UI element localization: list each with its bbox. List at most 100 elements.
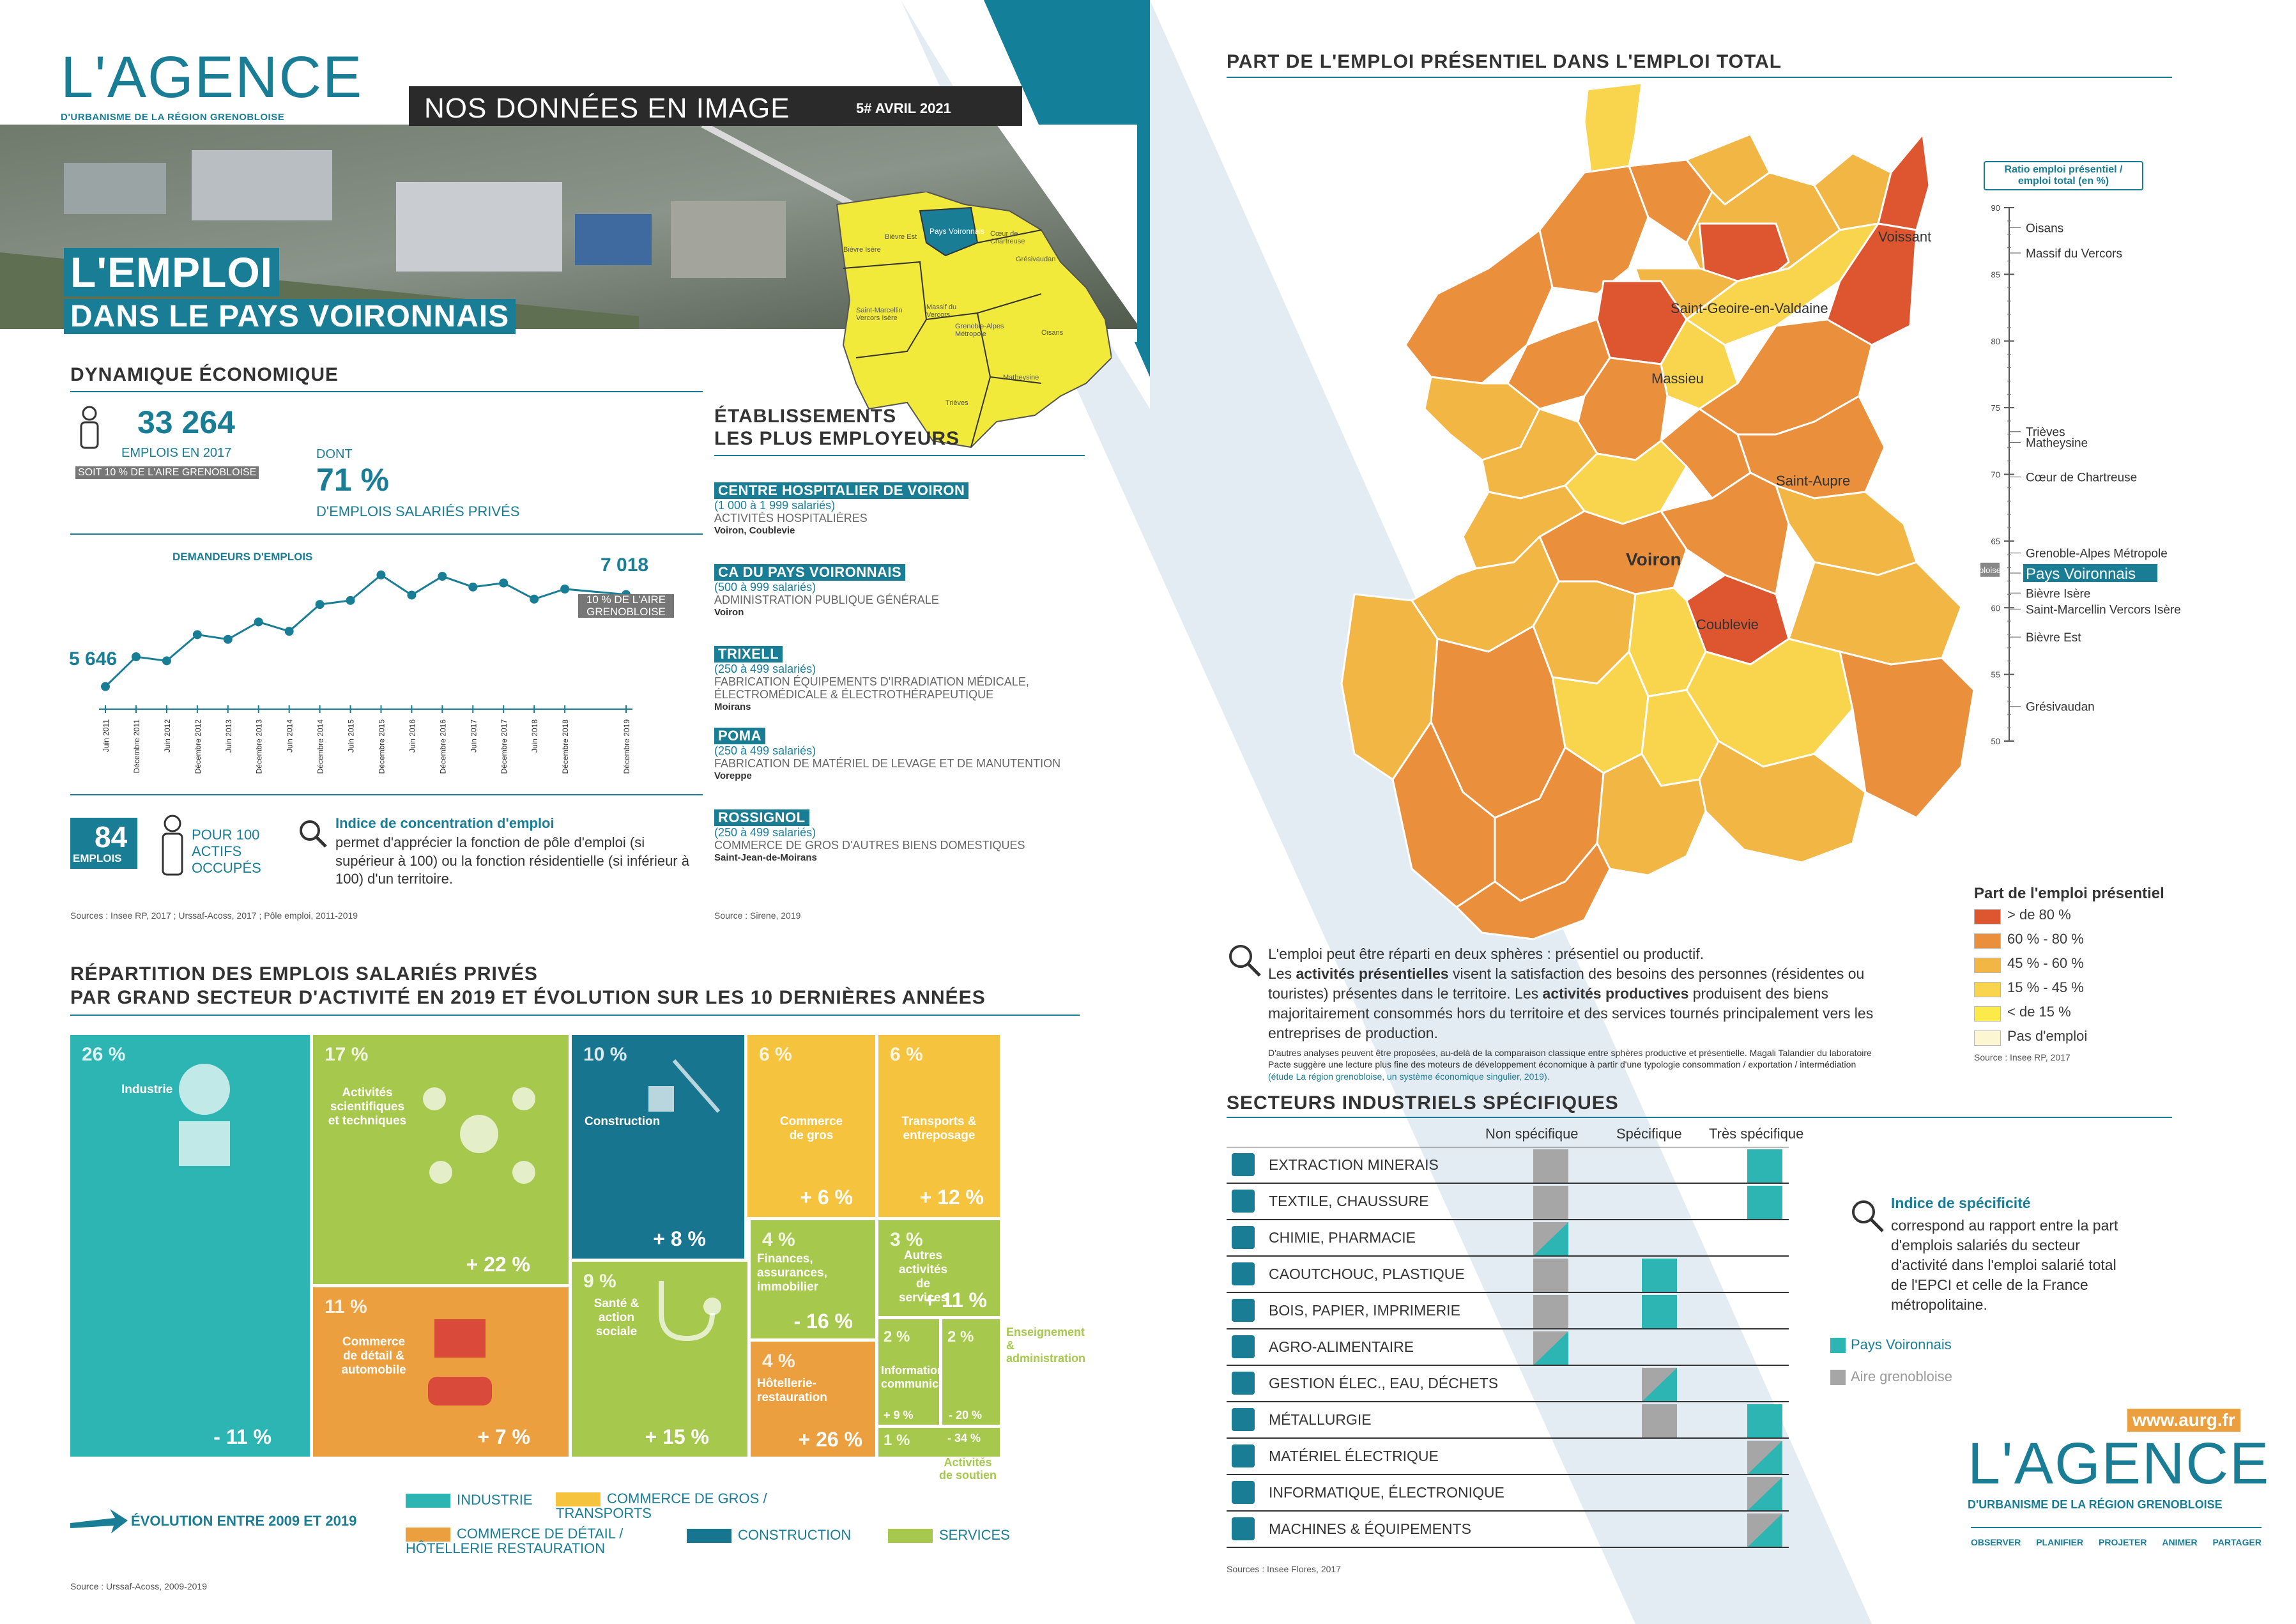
etab-name: TRIXELL: [714, 646, 783, 663]
footer-nav: OBSERVER PLANIFIER PROJETER ANIMER PARTA…: [1971, 1527, 2262, 1547]
entry-label: Grenoble-Alpes Métropole: [2026, 548, 2168, 561]
pv-marker: [1533, 1331, 1568, 1365]
inset-label-bievre-isere: Bièvre Isère: [843, 246, 881, 254]
inset-label-gresivaudan: Grésivaudan: [1016, 256, 1056, 263]
logo-word: L'AGENCE: [1968, 1431, 2270, 1496]
legend-industrie: INDUSTRIE: [406, 1492, 533, 1508]
x-tick-label: Juin 2018: [530, 719, 539, 753]
emplois-value: 33 264: [137, 404, 235, 440]
specificite-text: correspond au rapport entre la part d'em…: [1891, 1217, 2118, 1314]
aire-marker: [1642, 1404, 1677, 1438]
map-text: L'emploi peut être réparti en deux sphèr…: [1268, 946, 1874, 1082]
x-tick-label: Décembre 2015: [377, 719, 386, 774]
magnifier-icon: [300, 820, 327, 848]
x-tick-label: Décembre 2019: [622, 719, 631, 774]
basket-car-icon: [428, 1319, 492, 1406]
pv-marker: [1642, 1259, 1677, 1292]
magnifier-icon: [1852, 1200, 1884, 1232]
sector-label: INFORMATIQUE, ÉLECTRONIQUE: [1269, 1484, 1504, 1501]
nav-partager[interactable]: PARTAGER: [2212, 1537, 2262, 1547]
inset-label-matheysine: Matheysine: [1003, 374, 1039, 381]
data-point: [192, 630, 202, 640]
sector-label: GESTION ÉLEC., EAU, DÉCHETS: [1269, 1375, 1498, 1391]
axis-tick-label: 80: [1991, 337, 2000, 346]
etab-size: (250 à 499 salariés): [714, 826, 816, 839]
legend-item: 60 % - 80 %: [1974, 931, 2166, 955]
entry-label: Trièves: [2026, 426, 2065, 440]
x-tick-label: Décembre 2017: [500, 719, 509, 774]
secteurs-col-spe: Spécifique: [1616, 1126, 1682, 1142]
etab-town: Voiron, Coublevie: [714, 525, 795, 536]
treemap-commerce-detail: 11 % Commerce de détail & automobile + 7…: [313, 1287, 569, 1457]
x-tick-label: Juin 2011: [102, 719, 111, 752]
map-legend-title: Part de l'emploi présentiel: [1974, 885, 2164, 902]
nav-planifier[interactable]: PLANIFIER: [2036, 1537, 2084, 1547]
treemap-commerce-gros: 6 % Commerce de gros + 6 %: [747, 1035, 875, 1217]
highlight-bg: [2023, 563, 2157, 582]
chart-first-value: 5 646: [69, 648, 118, 670]
choropleth-map: [1340, 82, 1975, 940]
indice-text: permet d'apprécier la fonction de pôle d…: [335, 834, 689, 887]
pv-marker: [1747, 1477, 1782, 1511]
legend-item: 45 % - 60 %: [1974, 955, 2166, 979]
sector-label: MACHINES & ÉQUIPEMENTS: [1269, 1521, 1471, 1537]
x-tick-label: Décembre 2014: [316, 719, 325, 774]
etab-town: Voreppe: [714, 770, 752, 781]
aire-bg: [1980, 562, 2000, 577]
heading-underline: [70, 391, 703, 392]
data-point: [376, 570, 386, 579]
treemap-industrie: 26 % Industrie - 11 %: [70, 1035, 310, 1457]
map-underline: [1227, 77, 2172, 78]
logo[interactable]: L'AGENCE D'URBANISME DE LA RÉGION GRENOB…: [61, 48, 362, 123]
nav-animer[interactable]: ANIMER: [2162, 1537, 2198, 1547]
nav-projeter[interactable]: PROJETER: [2099, 1537, 2147, 1547]
worker-icon: [179, 1064, 230, 1166]
map-heading: PART DE L'EMPLOI PRÉSENTIEL DANS L'EMPLO…: [1227, 51, 1782, 72]
pv-marker: [1747, 1186, 1782, 1220]
secteurs-table: EXTRACTION MINERAIS TEXTILE, CHAUSSURE CHI…: [1227, 1147, 1789, 1548]
etab-heading-2: LES PLUS EMPLOYEURS: [714, 428, 960, 449]
nav-observer[interactable]: OBSERVER: [1971, 1537, 2021, 1547]
aire-marker: [1533, 1149, 1568, 1183]
aire-marker: [1533, 1259, 1568, 1292]
entry-label: Cœur de Chartreuse: [2026, 471, 2137, 485]
dynamique-source: Sources : Insee RP, 2017 ; Urssaf-Acoss,…: [70, 910, 358, 921]
pct-value: 71 %: [316, 462, 389, 498]
treemap-transports: 6 % Transports & entreposage + 12 %: [878, 1035, 1000, 1217]
inset-label-metropole: Grenoble-Alpes Métropole: [955, 323, 1004, 338]
pv-marker: [1533, 1222, 1568, 1256]
etab-item: ROSSIGNOL (250 à 499 salariés) COMMERCE …: [714, 809, 1098, 873]
specificite-title: Indice de spécificité: [1891, 1195, 2031, 1211]
legend-item: < de 15 %: [1974, 1004, 2166, 1028]
inset-label-coeur-chartreuse: Cœur de Chartreuse: [990, 230, 1025, 245]
x-tick-label: Juin 2016: [408, 719, 417, 753]
aire-marker: [1533, 1186, 1568, 1220]
x-tick-label: Décembre 2013: [255, 719, 264, 774]
chart-divider: [70, 533, 703, 535]
data-point: [530, 594, 539, 604]
x-tick-label: Décembre 2011: [132, 719, 141, 774]
data-point: [438, 572, 447, 581]
inset-label-vercors: Massif du Vercors: [926, 303, 957, 319]
evolution-arrow-icon: [70, 1509, 128, 1533]
sector-icon: [1232, 1262, 1255, 1285]
x-tick-label: Décembre 2018: [561, 719, 570, 774]
stethoscope-icon: [659, 1281, 721, 1342]
emplois-label: EMPLOIS EN 2017: [121, 446, 232, 460]
etab-size: (500 à 999 salariés): [714, 581, 816, 594]
dynamique-heading: DYNAMIQUE ÉCONOMIQUE: [70, 364, 339, 385]
sector-icon: [1232, 1408, 1255, 1431]
website-link[interactable]: www.aurg.fr: [2127, 1409, 2240, 1432]
ratio-value: 84: [95, 820, 128, 854]
person-icon: [80, 406, 99, 449]
entry-label: Matheysine: [2026, 436, 2088, 450]
sector-icon: [1232, 1335, 1255, 1358]
inset-label-st-marcellin: Saint-Marcellin Vercors Isère: [856, 307, 903, 322]
indice-title: Indice de concentration d'emploi: [335, 815, 555, 831]
data-point: [284, 627, 294, 636]
sector-icon: [1232, 1190, 1255, 1213]
logo-footer[interactable]: L'AGENCE D'URBANISME DE LA RÉGION GRENOB…: [1968, 1431, 2270, 1512]
legend-commerce-detail: COMMERCE DE DÉTAIL / HÔTELLERIE RESTAURA…: [406, 1526, 624, 1557]
entry-label: Massif du Vercors: [2026, 247, 2122, 261]
ratio-box: [70, 818, 137, 869]
